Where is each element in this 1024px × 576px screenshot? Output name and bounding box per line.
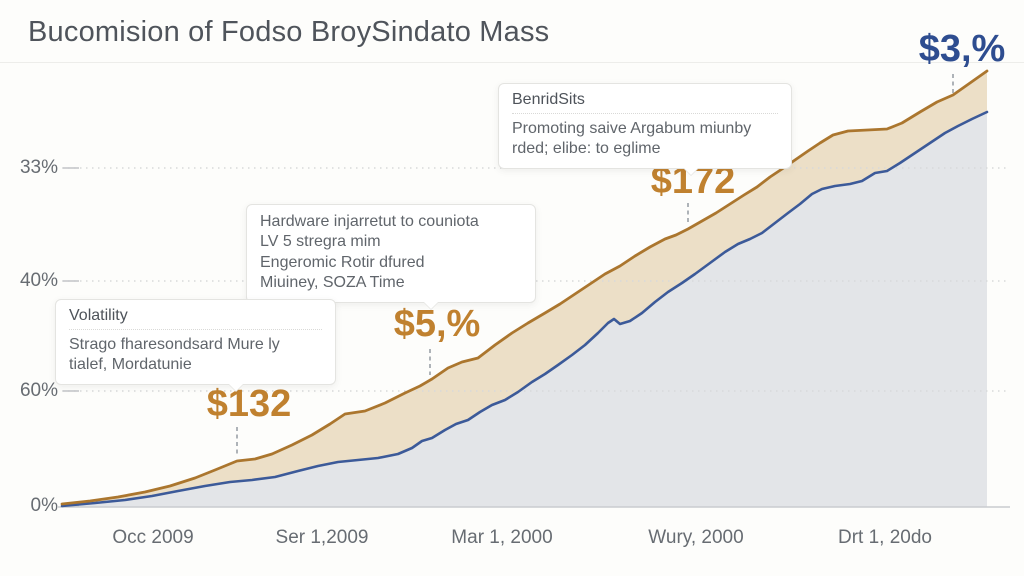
lower-area-fill [62,112,987,507]
tooltip-pointer-arrow [424,301,438,309]
tooltip-pointer-arrow [684,167,698,175]
tooltip-text-line: Strago fharesondsard Mure ly [69,336,280,353]
tooltip-text-line: LV 5 stregra mim [260,233,381,251]
title-separator [0,62,1024,63]
tooltip-title: Volatility [69,307,128,324]
page-title: Bucomision of Fodso BroySindato Mass [28,16,550,48]
tooltip-pointer-arrow [229,383,243,391]
tooltip-hardware: Hardware injarretut to couniota LV 5 str… [246,204,536,309]
tooltip-text-line: tialef, Mordatunie [69,356,192,374]
tooltip-divider [512,113,778,114]
upper-series-line [60,69,989,506]
tooltip-text-line: Miuiney, SOZA Time [260,274,405,292]
tooltip-text-line: Hardware injarretut to couniota [260,213,479,230]
tooltip-text-line: Promoting saive Argabum miunby [512,120,752,137]
tooltip-divider [69,329,322,330]
lower-series-line [60,110,989,508]
tooltip-title: BenridSits [512,91,585,108]
tooltip-text-line: Engeromic Rotir dfured [260,253,425,271]
tooltip-volatility: Volatility Strago fharesondsard Mure ly … [55,299,336,391]
tooltip-text-line: rded; elibe: to eglime [512,140,661,158]
tooltip-benridsits: BenridSits Promoting saive Argabum miunb… [498,83,792,175]
